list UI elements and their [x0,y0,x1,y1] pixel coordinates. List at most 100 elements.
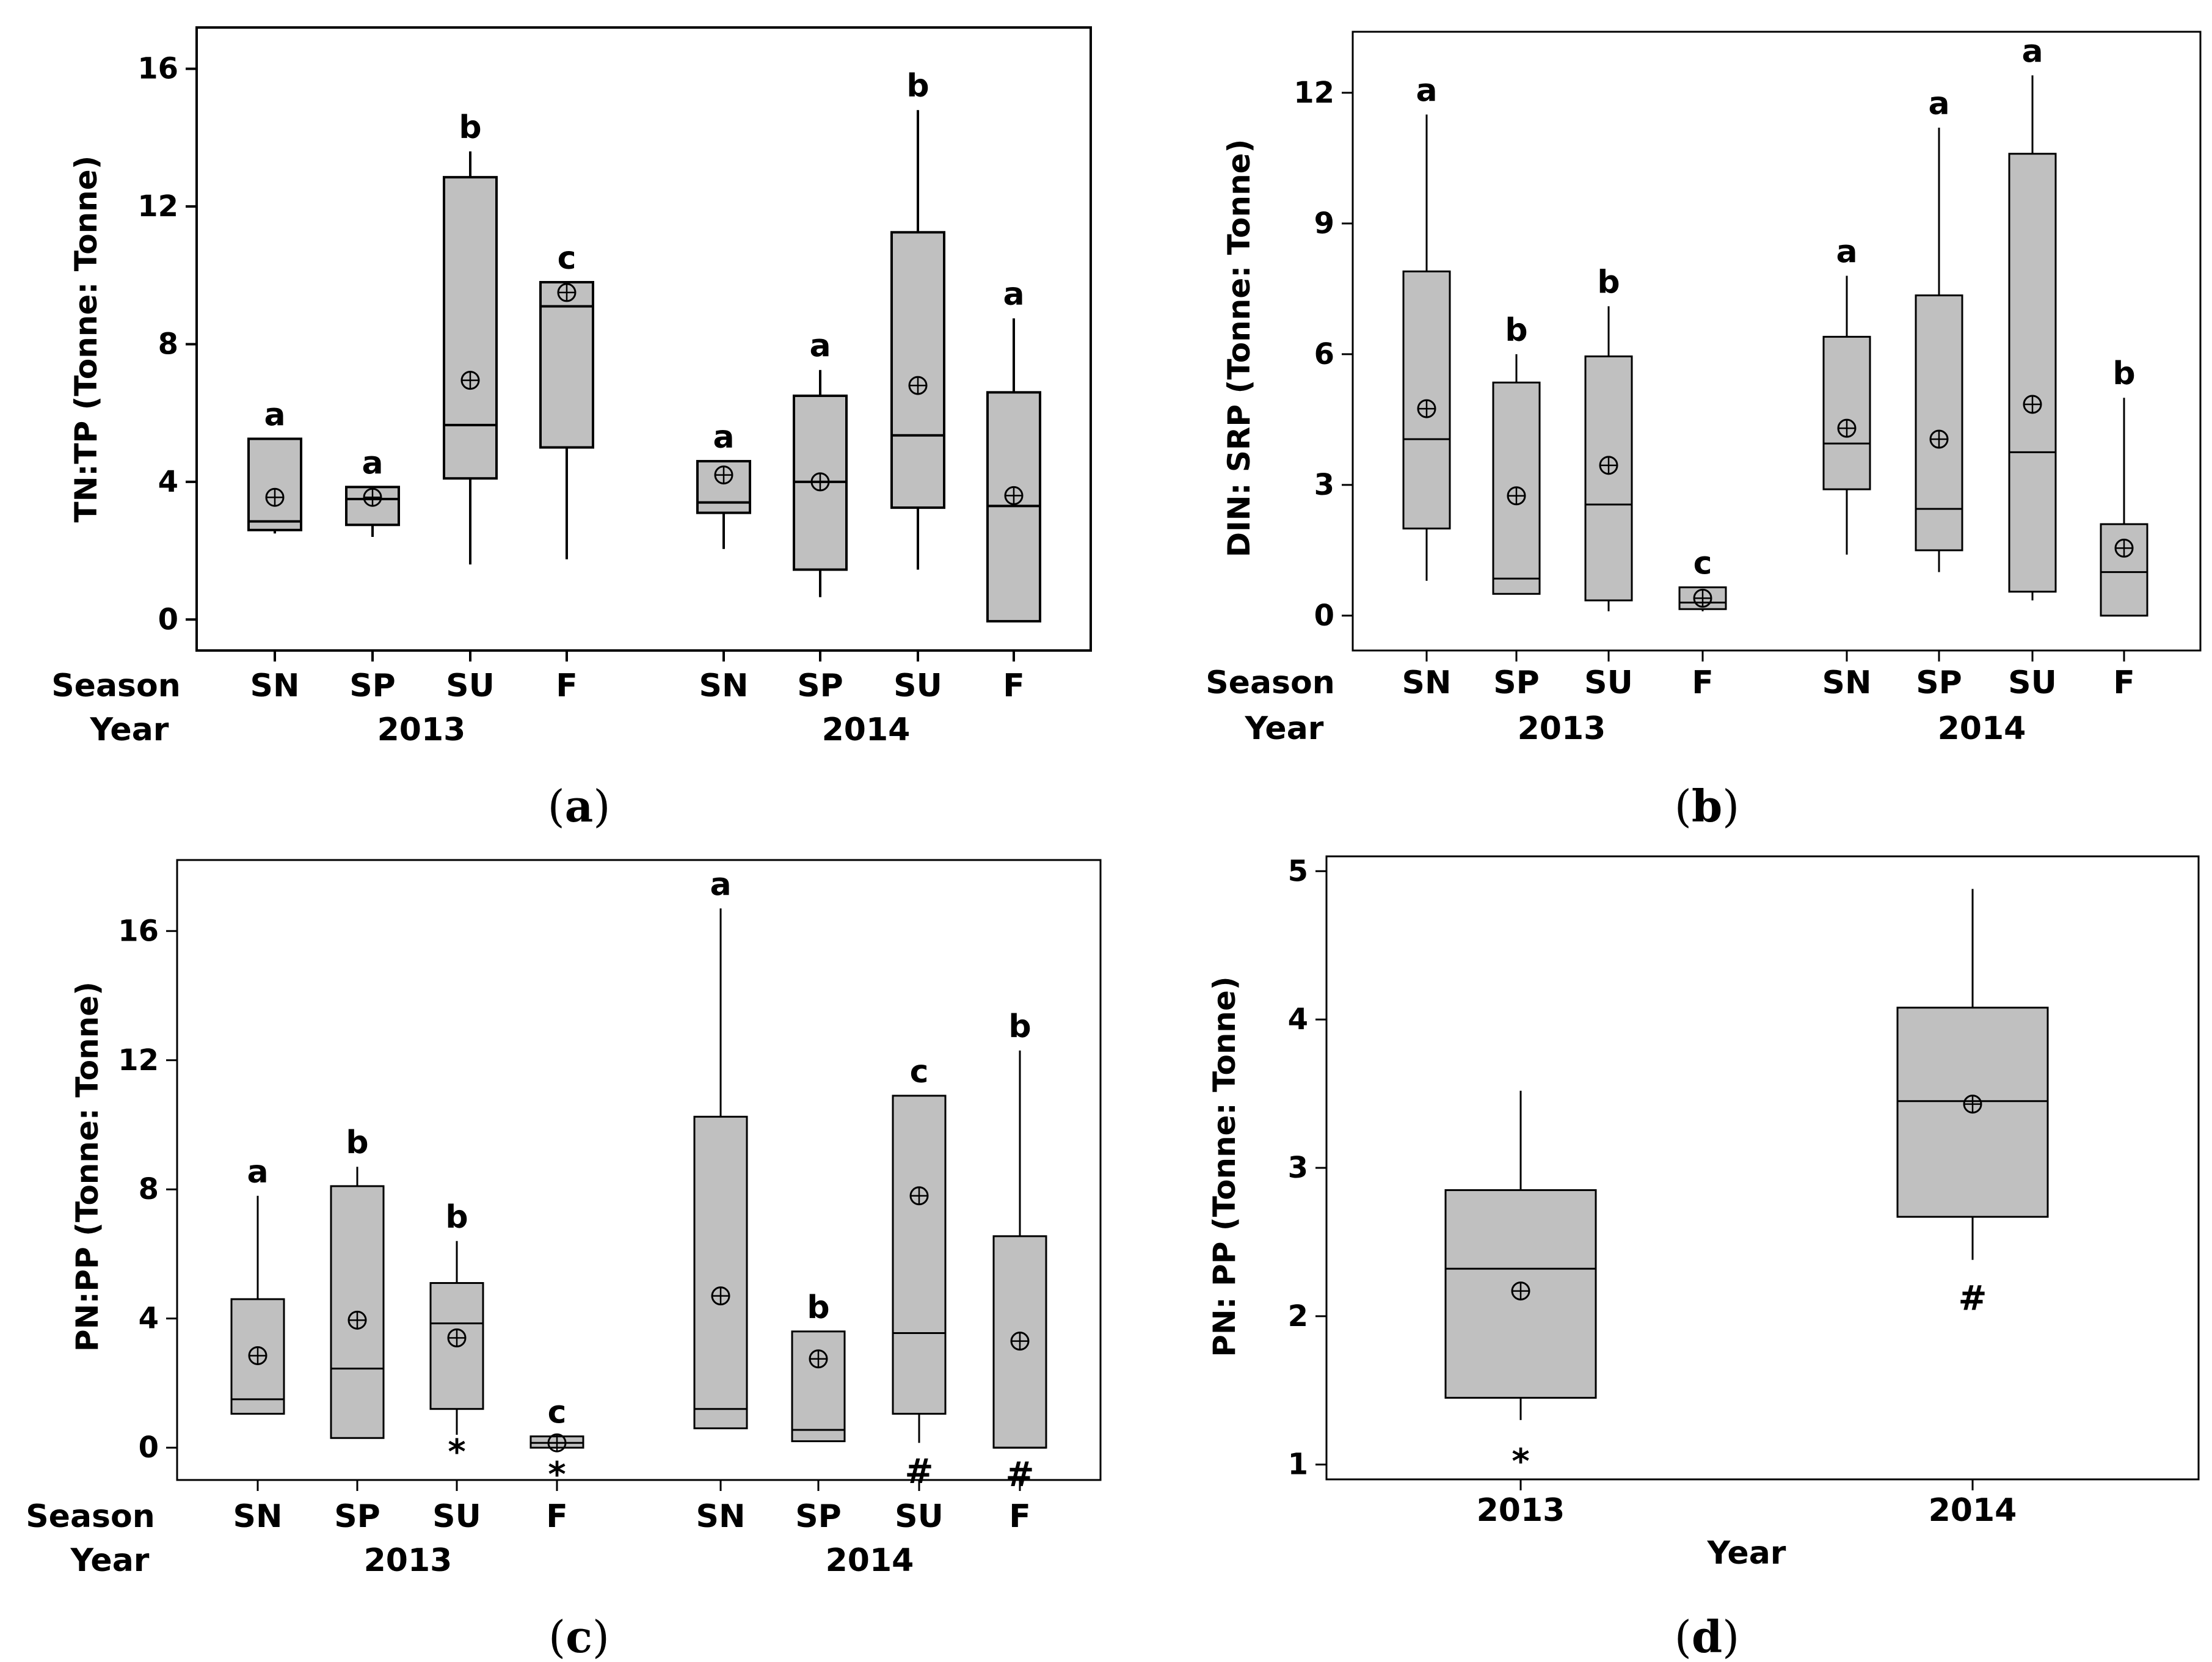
box-iqr [443,176,498,480]
y-tick-label: 4 [139,1302,159,1336]
box-a-su-2014: b SU [890,68,945,704]
y-tick-label: 12 [137,189,178,224]
box-d-2014-2014: #2014 [1896,889,2049,1529]
box-b-su-2013: b SU [1584,264,1633,701]
y-tick-label: 4 [1288,1002,1308,1037]
box-a-f-2013: cF [539,240,594,704]
year-label-2014-b: 2014 [1938,710,2026,747]
y-tick-label: 4 [158,465,178,499]
box-iqr [247,437,302,531]
significance-letter: c [548,1394,567,1431]
box-c-sp-2014: b SP [791,1289,846,1535]
y-tick-label: 6 [1314,337,1334,371]
y-axis-label-b: DIN: SRP (Tonne: Tonne) [1221,139,1257,558]
y-tick-label: 0 [139,1431,159,1465]
y-axis-label-c: PN:PP (Tonne: Tonne) [70,982,105,1352]
y-tick-label: 5 [1288,854,1308,888]
box-b-f-2013: cF [1678,545,1727,701]
y-axis-ticks-c: 0 4 8 12 16 [118,914,177,1465]
box-iqr [1584,355,1633,602]
significance-letter: b [2112,355,2135,392]
significance-letter: a [710,866,731,903]
box-b-sn-2014: a SN [1822,233,1872,701]
box-b-sp-2013: b SP [1492,312,1541,701]
box-d-2013-2013: * 2013 [1444,1090,1597,1529]
box-c-su-2013: b * SU [429,1199,484,1535]
category-label: SP [797,668,843,704]
y-tick-label: 0 [158,602,178,636]
significance-letter: a [713,419,734,456]
panel-tag-b: (b) [1675,780,1740,832]
category-label: SU [432,1498,481,1535]
box-a-f-2014: aF [986,276,1041,704]
category-label: 2013 [1477,1492,1565,1529]
category-label: F [1009,1498,1031,1535]
category-label: SU [1584,665,1633,701]
y-tick-label: 12 [1293,76,1334,110]
box-b-su-2014: a SU [2008,33,2057,701]
significance-letter: a [362,445,383,481]
significance-letter: b [807,1289,829,1326]
significance-letter: b [346,1124,368,1161]
season-row-label-b: Season [1206,665,1335,701]
outlier-marker: * [1512,1442,1529,1482]
y-tick-label: 0 [1314,599,1334,633]
year-label-2013-a: 2013 [377,712,466,748]
category-label: SN [696,1498,746,1535]
box-a-sp-2013: a SP [345,445,400,704]
category-label: SP [334,1498,380,1535]
box-iqr [1915,294,1963,552]
category-label: SP [349,668,396,704]
season-row-label-c: Season [26,1498,155,1535]
box-iqr [2100,523,2148,617]
outlier-marker: * [448,1432,465,1472]
year-row-label-a: Year [90,712,169,748]
y-tick-label: 8 [158,327,178,361]
box-b-f-2014: bF [2100,355,2148,701]
panel-d: 1 2 3 4 5 * 2013 #2014 PN: PP (Tonne: Tonne) Y… [1207,854,2200,1662]
significance-letter: c [1694,545,1712,582]
year-label-2013-b: 2013 [1518,710,1606,747]
y-tick-label: 12 [118,1043,159,1077]
y-tick-label: 2 [1288,1299,1308,1333]
box-c-sp-2013: b SP [330,1124,385,1535]
significance-letter: a [264,396,285,433]
category-label: SU [895,1498,944,1535]
significance-letter: a [1416,73,1437,109]
year-label-2014-c: 2014 [826,1542,914,1579]
category-label: F [1692,665,1714,701]
category-label: SU [893,668,942,704]
category-label: SN [250,668,300,704]
y-tick-label: 1 [1288,1448,1308,1482]
y-axis-label-d: PN: PP (Tonne: Tonne) [1207,976,1242,1357]
significance-letter: c [910,1054,929,1090]
category-label: SP [795,1498,842,1535]
panel-tag-d: (d) [1675,1611,1740,1662]
y-axis-ticks-d: 1 2 3 4 5 [1288,854,1326,1482]
significance-letter: b [1008,1008,1031,1045]
box-iqr [2008,153,2057,593]
y-tick-label: 16 [118,914,159,948]
y-axis-ticks-b: 0 3 6 9 12 [1293,76,1353,633]
plot-frame-c [176,859,1102,1481]
year-label-2014-a: 2014 [822,712,911,748]
y-tick-label: 3 [1314,468,1334,502]
significance-letter: b [459,109,481,146]
category-label: SN [699,668,749,704]
significance-letter: a [1836,233,1857,270]
box-a-sn-2013: a SN [247,396,302,704]
y-tick-label: 3 [1288,1151,1308,1185]
plot-frame-b [1352,31,2202,652]
significance-letter: a [2021,33,2043,70]
y-tick-label: 9 [1314,206,1334,241]
significance-letter: c [558,240,577,277]
y-tick-label: 8 [139,1172,159,1206]
box-a-sn-2014: a SN [696,419,751,704]
box-a-sp-2014: a SP [793,328,848,704]
year-row-label-c: Year [70,1542,150,1579]
